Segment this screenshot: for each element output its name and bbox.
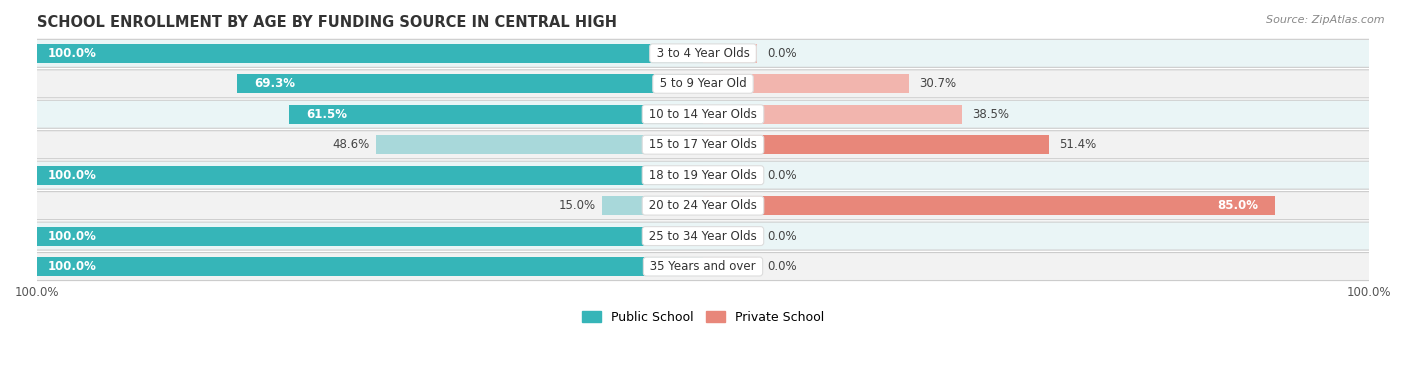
- Text: 51.4%: 51.4%: [1059, 138, 1097, 151]
- Text: 0.0%: 0.0%: [766, 230, 797, 242]
- Text: 100.0%: 100.0%: [48, 169, 96, 182]
- Text: 10 to 14 Year Olds: 10 to 14 Year Olds: [645, 108, 761, 121]
- FancyBboxPatch shape: [34, 192, 1372, 220]
- Text: 15.0%: 15.0%: [558, 199, 595, 212]
- FancyBboxPatch shape: [34, 222, 1372, 250]
- Text: 18 to 19 Year Olds: 18 to 19 Year Olds: [645, 169, 761, 182]
- Bar: [31, 44, 703, 63]
- FancyBboxPatch shape: [34, 161, 1372, 189]
- FancyBboxPatch shape: [34, 131, 1372, 159]
- Bar: [703, 105, 962, 124]
- Bar: [703, 257, 756, 276]
- Bar: [703, 166, 756, 185]
- Bar: [31, 166, 703, 185]
- Text: 38.5%: 38.5%: [972, 108, 1010, 121]
- Text: 30.7%: 30.7%: [920, 77, 956, 90]
- Text: 20 to 24 Year Olds: 20 to 24 Year Olds: [645, 199, 761, 212]
- Text: 85.0%: 85.0%: [1216, 199, 1258, 212]
- Legend: Public School, Private School: Public School, Private School: [576, 306, 830, 329]
- Text: 48.6%: 48.6%: [332, 138, 370, 151]
- Text: 15 to 17 Year Olds: 15 to 17 Year Olds: [645, 138, 761, 151]
- Text: 35 Years and over: 35 Years and over: [647, 260, 759, 273]
- Text: 25 to 34 Year Olds: 25 to 34 Year Olds: [645, 230, 761, 242]
- Text: 100.0%: 100.0%: [48, 260, 96, 273]
- Text: 3 to 4 Year Olds: 3 to 4 Year Olds: [652, 47, 754, 60]
- Bar: [31, 227, 703, 245]
- Text: 0.0%: 0.0%: [766, 169, 797, 182]
- FancyBboxPatch shape: [34, 253, 1372, 280]
- FancyBboxPatch shape: [34, 39, 1372, 67]
- Text: 61.5%: 61.5%: [307, 108, 347, 121]
- Bar: [703, 44, 756, 63]
- Text: 0.0%: 0.0%: [766, 47, 797, 60]
- Bar: [703, 227, 756, 245]
- Text: 0.0%: 0.0%: [766, 260, 797, 273]
- Text: 69.3%: 69.3%: [254, 77, 295, 90]
- FancyBboxPatch shape: [34, 70, 1372, 98]
- Text: Source: ZipAtlas.com: Source: ZipAtlas.com: [1267, 15, 1385, 25]
- Bar: [602, 196, 703, 215]
- Bar: [377, 135, 703, 154]
- Bar: [290, 105, 703, 124]
- Text: SCHOOL ENROLLMENT BY AGE BY FUNDING SOURCE IN CENTRAL HIGH: SCHOOL ENROLLMENT BY AGE BY FUNDING SOUR…: [37, 15, 617, 30]
- Text: 100.0%: 100.0%: [48, 230, 96, 242]
- Bar: [703, 196, 1275, 215]
- Bar: [703, 135, 1049, 154]
- Text: 5 to 9 Year Old: 5 to 9 Year Old: [655, 77, 751, 90]
- FancyBboxPatch shape: [34, 100, 1372, 128]
- Text: 100.0%: 100.0%: [48, 47, 96, 60]
- Bar: [31, 257, 703, 276]
- Bar: [238, 74, 703, 93]
- Bar: [703, 74, 910, 93]
